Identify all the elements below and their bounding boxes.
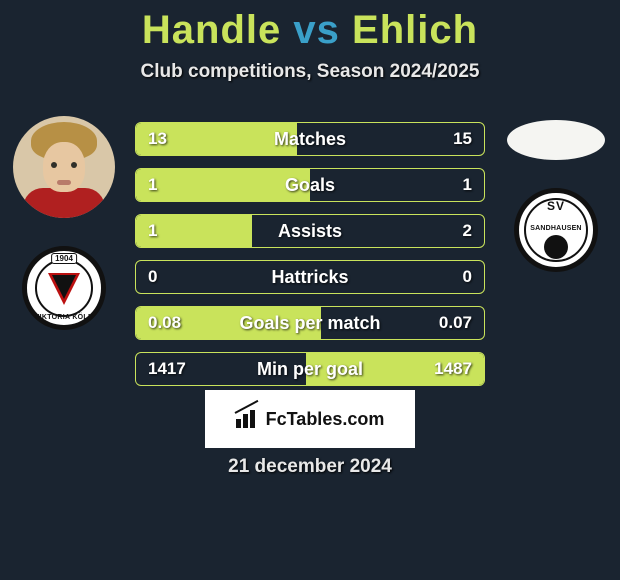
comparison-content: 1904 VIKTORIA KÖLN 13 Matches 15 1 Goals 1 1 As…	[0, 100, 620, 386]
source-credit: FcTables.com	[205, 390, 415, 448]
stat-right-value: 1	[463, 175, 472, 195]
stat-right-value: 0.07	[439, 313, 472, 333]
stat-label: Goals	[285, 175, 335, 196]
badge-year: 1904	[51, 253, 77, 264]
player2-club-badge: SV SANDHAUSEN 1916	[514, 188, 598, 272]
stat-row: 1 Goals 1	[135, 168, 485, 202]
stat-right-value: 15	[453, 129, 472, 149]
player1-club-badge: 1904 VIKTORIA KÖLN	[22, 246, 106, 330]
stat-left-value: 1	[148, 175, 157, 195]
stat-left-value: 0	[148, 267, 157, 287]
stat-row: 1 Assists 2	[135, 214, 485, 248]
stat-row: 0.08 Goals per match 0.07	[135, 306, 485, 340]
badge-text: VIKTORIA KÖLN	[27, 314, 101, 321]
badge-text: SANDHAUSEN	[519, 225, 593, 232]
player1-photo	[13, 116, 115, 218]
stat-right-value: 1487	[434, 359, 472, 379]
stat-left-value: 1	[148, 221, 157, 241]
stat-right-value: 2	[463, 221, 472, 241]
subtitle: Club competitions, Season 2024/2025	[0, 61, 620, 83]
stat-row: 13 Matches 15	[135, 122, 485, 156]
player2-name: Ehlich	[352, 8, 478, 52]
stat-left-value: 1417	[148, 359, 186, 379]
stat-right-value: 0	[463, 267, 472, 287]
vs-label: vs	[293, 8, 340, 52]
badge-abbr: SV	[519, 199, 593, 213]
left-side: 1904 VIKTORIA KÖLN	[11, 100, 117, 330]
stat-left-value: 0.08	[148, 313, 181, 333]
player2-photo-placeholder	[507, 120, 605, 160]
stat-bars: 13 Matches 15 1 Goals 1 1 Assists 2 0 Hattricks 0 0.…	[135, 100, 485, 386]
stat-label: Min per goal	[257, 359, 363, 380]
stat-label: Assists	[278, 221, 342, 242]
credit-text: FcTables.com	[266, 409, 385, 430]
stat-label: Matches	[274, 129, 346, 150]
stat-label: Goals per match	[239, 313, 380, 334]
date-label: 21 december 2024	[0, 456, 620, 478]
stat-left-value: 13	[148, 129, 167, 149]
stat-row: 0 Hattricks 0	[135, 260, 485, 294]
fctables-icon	[236, 410, 260, 428]
player1-name: Handle	[142, 8, 281, 52]
stat-row: 1417 Min per goal 1487	[135, 352, 485, 386]
right-side: SV SANDHAUSEN 1916	[503, 100, 609, 272]
stat-label: Hattricks	[271, 267, 348, 288]
page-title: Handle vs Ehlich	[0, 0, 620, 53]
